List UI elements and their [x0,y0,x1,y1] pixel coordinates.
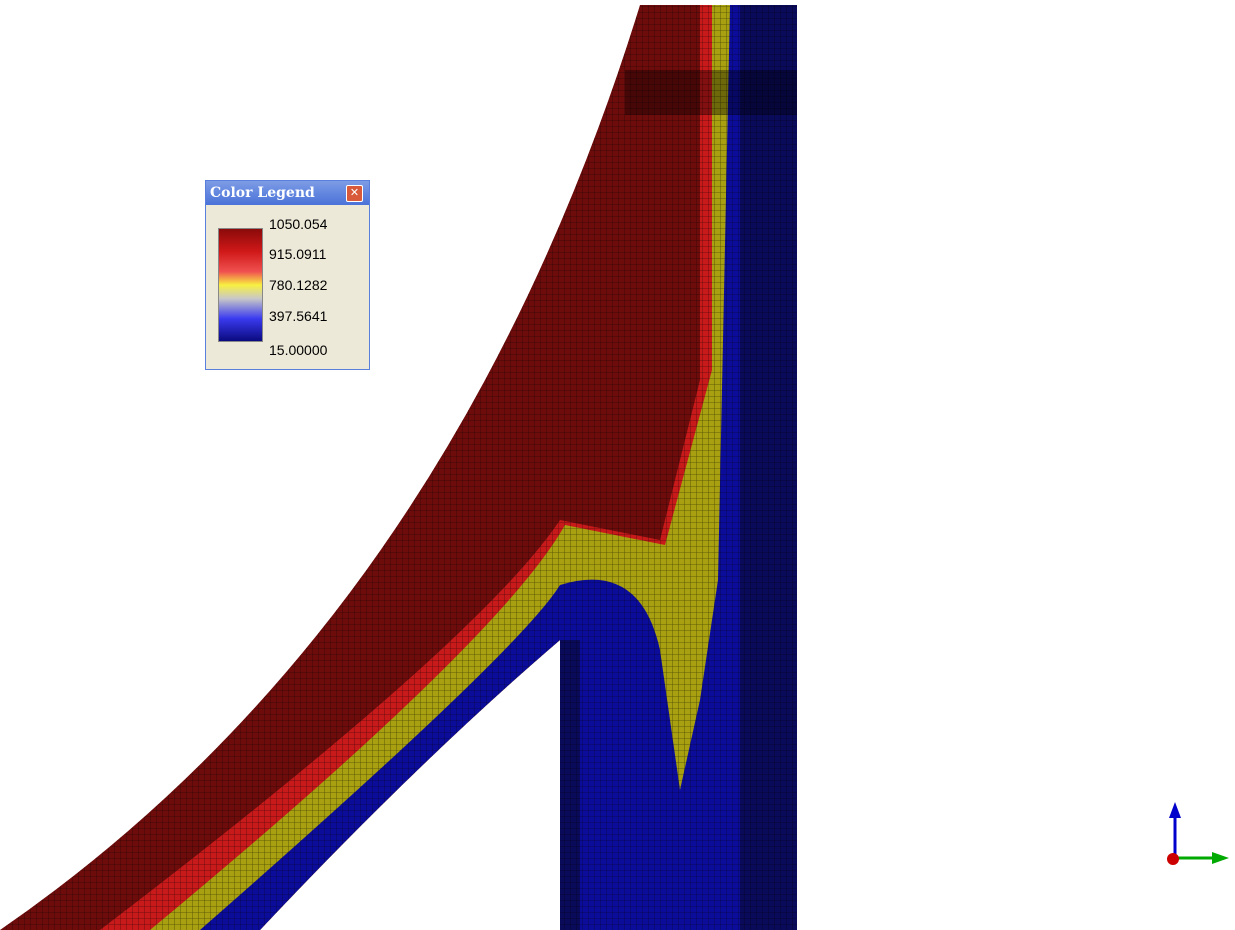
color-legend: Color Legend ✕ 1050.054 915.0911 780.128… [205,180,370,370]
close-button[interactable]: ✕ [346,185,363,202]
legend-label: 397.5641 [269,308,328,324]
model [0,5,797,930]
legend-label: 780.1282 [269,277,328,293]
legend-gradient [218,228,263,342]
legend-label: 15.00000 [269,342,328,358]
axis-triad [1167,802,1229,865]
legend-label: 1050.054 [269,216,328,232]
legend-label: 915.0911 [269,246,327,262]
legend-title: Color Legend [206,181,369,205]
